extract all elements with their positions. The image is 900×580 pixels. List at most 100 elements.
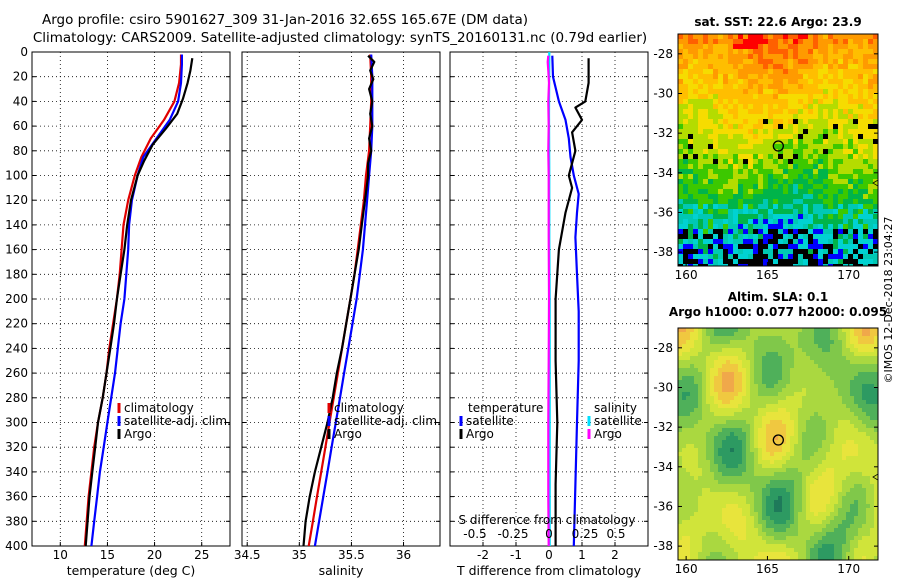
map-cell: [843, 259, 849, 265]
map-cell: [782, 528, 787, 533]
map-cell: [873, 59, 878, 65]
map-cell: [868, 49, 874, 55]
map-cell: [873, 34, 878, 40]
map-cell: [690, 436, 695, 441]
map-cell: [846, 508, 851, 513]
map-cell: [698, 404, 703, 409]
map-cell: [802, 472, 807, 477]
map-cell: [763, 239, 769, 245]
map-cell: [778, 432, 783, 437]
map-cell: [743, 134, 749, 140]
map-cell: [854, 340, 859, 345]
map-cell: [790, 364, 795, 369]
difference-profile: -2 -1 0 1 2T difference from climatologytemp…: [449, 51, 649, 578]
map-cell: [734, 340, 739, 345]
map-cell: [790, 408, 795, 413]
map-cell: [758, 544, 763, 549]
map-cell: [694, 396, 699, 401]
map-cell: [822, 368, 827, 373]
map-cell: [738, 124, 744, 130]
map-cell: [866, 396, 871, 401]
map-cell: [682, 484, 687, 489]
map-cell: [866, 464, 871, 469]
map-cell: [730, 540, 735, 545]
map-cell: [758, 89, 764, 95]
map-cell: [723, 169, 729, 175]
map-cell: [810, 400, 815, 405]
map-cell: [703, 254, 709, 260]
map-cell: [862, 540, 867, 545]
map-cell: [702, 452, 707, 457]
map-cell: [693, 89, 699, 95]
map-cell: [818, 516, 823, 521]
map-cell: [773, 134, 779, 140]
map-cell: [866, 400, 871, 405]
map-cell: [688, 259, 694, 265]
map-cell: [868, 54, 874, 60]
map-cell: [762, 432, 767, 437]
map-cell: [802, 460, 807, 465]
map-cell: [723, 214, 729, 220]
map-cell: [683, 214, 689, 220]
map-cell: [873, 189, 878, 195]
map-cell: [802, 428, 807, 433]
map-cell: [858, 154, 864, 160]
map-cell: [742, 456, 747, 461]
map-cell: [768, 129, 774, 135]
map-cell: [863, 49, 869, 55]
map-cell: [766, 512, 771, 517]
map-cell: [734, 360, 739, 365]
map-cell: [868, 124, 874, 130]
map-cell: [753, 49, 759, 55]
map-cell: [838, 404, 843, 409]
map-cell: [818, 408, 823, 413]
map-cell: [798, 512, 803, 517]
map-cell: [828, 114, 834, 120]
map-cell: [682, 424, 687, 429]
map-cell: [734, 428, 739, 433]
map-cell: [794, 396, 799, 401]
map-cell: [858, 356, 863, 361]
map-cell: [706, 440, 711, 445]
map-cell: [842, 480, 847, 485]
map-cell: [854, 460, 859, 465]
map-cell: [798, 164, 804, 170]
map-cell: [813, 124, 819, 130]
map-cell: [843, 149, 849, 155]
map-cell: [853, 149, 859, 155]
map-cell: [734, 516, 739, 521]
map-cell: [803, 239, 809, 245]
map-cell: [814, 536, 819, 541]
map-cell: [726, 408, 731, 413]
map-cell: [818, 396, 823, 401]
argo-position-marker: [772, 140, 784, 152]
map-cell: [683, 179, 689, 185]
map-cell: [790, 472, 795, 477]
map-cell: [833, 139, 839, 145]
map-cell: [854, 356, 859, 361]
map-cell: [846, 364, 851, 369]
map-cell: [813, 99, 819, 105]
map-cell: [874, 348, 878, 353]
map-cell: [863, 199, 869, 205]
map-cell: [858, 412, 863, 417]
map-cell: [770, 428, 775, 433]
map-cell: [718, 444, 723, 449]
map-cell: [773, 224, 779, 230]
map-cell: [782, 376, 787, 381]
map-cell: [788, 74, 794, 80]
map-cell: [813, 114, 819, 120]
map-cell: [702, 440, 707, 445]
map-cell: [798, 500, 803, 505]
map-cell: [853, 199, 859, 205]
map-cell: [810, 476, 815, 481]
map-cell: [846, 544, 851, 549]
map-cell: [810, 472, 815, 477]
map-cell: [813, 244, 819, 250]
map-cell: [722, 540, 727, 545]
map-cell: [866, 356, 871, 361]
map-cell: [763, 144, 769, 150]
map-cell: [713, 214, 719, 220]
map-cell: [790, 380, 795, 385]
map-cell: [688, 119, 694, 125]
